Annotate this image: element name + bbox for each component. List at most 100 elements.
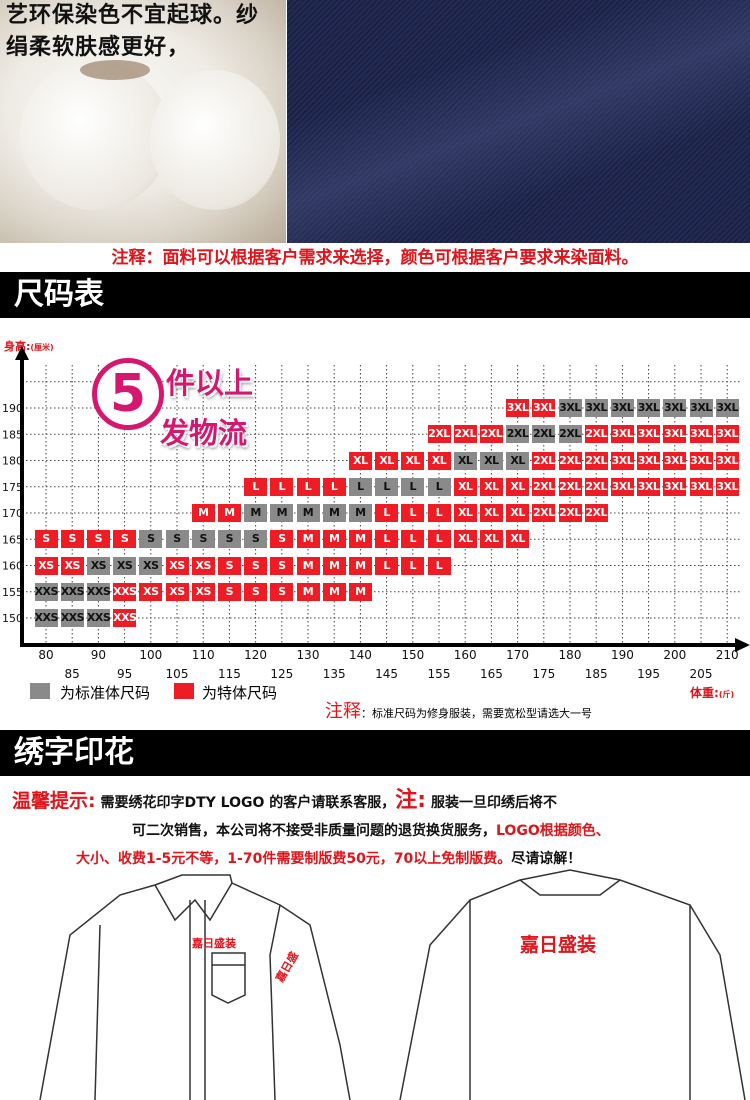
size-cell-standard: S (165, 530, 189, 549)
x-tick-label: 205 (690, 667, 713, 681)
promo-line1: 件以上 (166, 366, 254, 400)
x-tick-label: 110 (192, 648, 215, 662)
x-tick-label: 170 (506, 648, 529, 662)
embroidery-header: 绣字印花 (0, 730, 750, 776)
y-tick-label: 160 (2, 560, 23, 573)
size-cell-special: XL (453, 504, 477, 522)
x-tick-label: 130 (297, 648, 320, 662)
size-cell-special: S (270, 582, 294, 601)
size-cell-standard: 3XL (663, 399, 687, 417)
size-cell-standard: XXS (86, 609, 111, 627)
size-cell-standard: XL (479, 451, 503, 470)
size-cell-special: M (296, 582, 320, 601)
tip-text: 服装一旦印绣后将不 (430, 795, 557, 811)
size-cell-special: XXS (113, 582, 137, 601)
size-note-label: 注释 (325, 701, 361, 722)
x-tick-label: 115 (218, 667, 241, 681)
x-tick-label: 100 (139, 648, 162, 662)
size-cell-special: L (375, 504, 399, 522)
size-cell-special: 2XL (558, 504, 582, 522)
x-tick-label: 125 (270, 667, 293, 681)
size-cell-special: XS (139, 582, 163, 601)
size-note-text: ：标准尺码为修身服装，需要宽松型请选大一号 (361, 707, 592, 720)
x-tick-label: 155 (428, 667, 451, 681)
x-tick-label: 175 (532, 667, 555, 681)
size-cell-special: 3XL (689, 425, 713, 444)
tip-red-text: 大小、收费1-5元不等，1-70件需要制版费50元，70以上免制版费。 (76, 851, 512, 867)
x-axis-label: 体重:(斤) (690, 684, 734, 701)
size-cell-special: 3XL (610, 477, 634, 496)
y-tick-label: 190 (2, 402, 23, 415)
size-cell-standard: XS (113, 556, 137, 575)
size-chart-grid: 8085909510010511011512012513013514014515… (2, 346, 750, 681)
size-cell-special: 3XL (715, 451, 739, 470)
x-tick-label: 200 (663, 648, 686, 662)
size-cell-special: XL (453, 477, 477, 496)
x-axis-arrow-icon (735, 638, 750, 652)
size-cell-special: 3XL (715, 425, 739, 444)
size-cell-standard: L (401, 477, 425, 496)
size-cell-standard: S (139, 530, 163, 549)
size-cell-special: L (427, 504, 451, 522)
size-cell-special: XL (348, 451, 372, 470)
size-cell-special: 3XL (689, 477, 713, 496)
size-cell-standard: XXS (86, 582, 111, 601)
x-tick-label: 145 (375, 667, 398, 681)
fabric-fold (287, 0, 750, 243)
size-cell-special: M (191, 504, 215, 522)
x-axis-unit: (斤) (718, 690, 735, 699)
fabric-note: 注释：面料可以根据客户需求来选择，颜色可根据客户要求来染面料。 (111, 248, 639, 268)
tip-text: 尽请谅解！ (511, 851, 582, 867)
tip-text: 需要绣花印字DTY LOGO 的客户请联系客服， (100, 795, 396, 811)
size-cell-standard: XXS (34, 609, 58, 627)
y-tick-label: 175 (2, 481, 23, 494)
size-cell-special: 2XL (479, 425, 503, 444)
size-cell-standard: 3XL (558, 399, 582, 417)
promo-number-badge: 5 (92, 358, 164, 430)
size-cell-standard: XXS (60, 582, 85, 601)
size-cell-special: S (270, 556, 294, 575)
size-cell-special: 3XL (689, 451, 713, 470)
x-tick-label: 180 (559, 648, 582, 662)
size-cell-special: L (401, 530, 425, 549)
y-tick-label: 155 (2, 586, 23, 599)
size-cell-special: L (375, 556, 399, 575)
shirt-front-drawing (39, 874, 351, 1100)
size-cell-special: L (427, 530, 451, 549)
promo-line2: 发物流 (160, 416, 248, 450)
size-cell-standard: 3XL (584, 399, 608, 417)
x-tick-label: 90 (91, 648, 106, 662)
size-cell-special: L (401, 504, 425, 522)
y-axis-unit: (厘米) (30, 343, 54, 352)
size-cell-standard: M (322, 504, 346, 522)
size-cell-special: XS (191, 556, 215, 575)
embroidery-tips: 温馨提示: 需要绣花印字DTY LOGO 的客户请联系客服，注: 服装一旦印绣后… (12, 787, 742, 873)
size-cell-special: 3XL (637, 477, 661, 496)
x-tick-label: 120 (244, 648, 267, 662)
y-tick-label: 150 (2, 612, 23, 625)
x-tick-label: 210 (716, 648, 739, 662)
size-cell-special: L (322, 477, 346, 496)
x-tick-label: 185 (585, 667, 608, 681)
size-cell-special: XS (165, 556, 189, 575)
description-line: 艺环保染色不宜起球。纱 (6, 3, 260, 28)
x-tick-label: 165 (480, 667, 503, 681)
size-cell-special: S (60, 530, 84, 549)
cotton-boll (20, 60, 170, 210)
legend-special-label: 为特体尺码 (202, 684, 278, 702)
size-cell-special: XL (506, 504, 530, 522)
size-cell-standard: 3XL (689, 399, 713, 417)
size-cell-special: 3XL (610, 451, 634, 470)
size-cell-special: XL (479, 504, 503, 522)
size-cell-special: M (348, 530, 372, 549)
size-cell-special: XL (453, 530, 477, 549)
size-cell-standard: L (375, 477, 399, 496)
size-cell-special: 2XL (532, 504, 556, 522)
x-tick-label: 80 (38, 648, 53, 662)
size-cell-special: 2XL (427, 425, 451, 444)
size-cell-special: XL (506, 530, 530, 549)
x-tick-label: 160 (454, 648, 477, 662)
size-cell-special: 3XL (637, 451, 661, 470)
size-cell-special: S (86, 530, 110, 549)
size-cell-standard: XXS (60, 609, 85, 627)
